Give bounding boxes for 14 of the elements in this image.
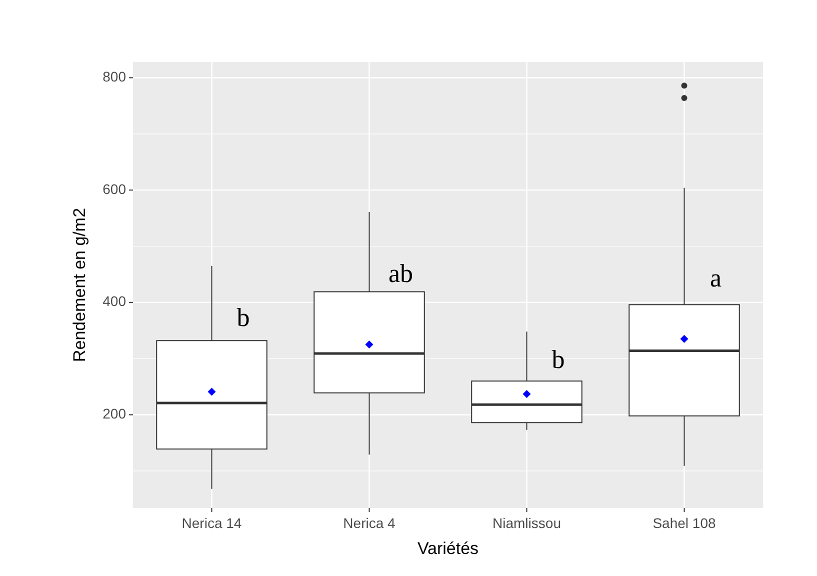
annotation: b bbox=[552, 344, 565, 374]
x-tick-label: Sahel 108 bbox=[652, 515, 716, 531]
y-tick-label: 200 bbox=[102, 405, 126, 422]
annotation: ab bbox=[388, 258, 414, 288]
y-axis-title: Rendement en g/m2 bbox=[70, 208, 89, 362]
x-axis-title: Variétés bbox=[417, 539, 479, 558]
annotation: b bbox=[236, 302, 250, 332]
annotation: a bbox=[710, 263, 722, 292]
x-tick-label: Nerica 4 bbox=[343, 515, 396, 531]
x-tick-label: Nerica 14 bbox=[182, 515, 242, 531]
y-tick-label: 400 bbox=[102, 293, 126, 310]
y-tick-label: 800 bbox=[102, 68, 126, 84]
y-tick-label: 600 bbox=[102, 180, 126, 197]
x-tick-label: Niamlissou bbox=[492, 515, 561, 531]
